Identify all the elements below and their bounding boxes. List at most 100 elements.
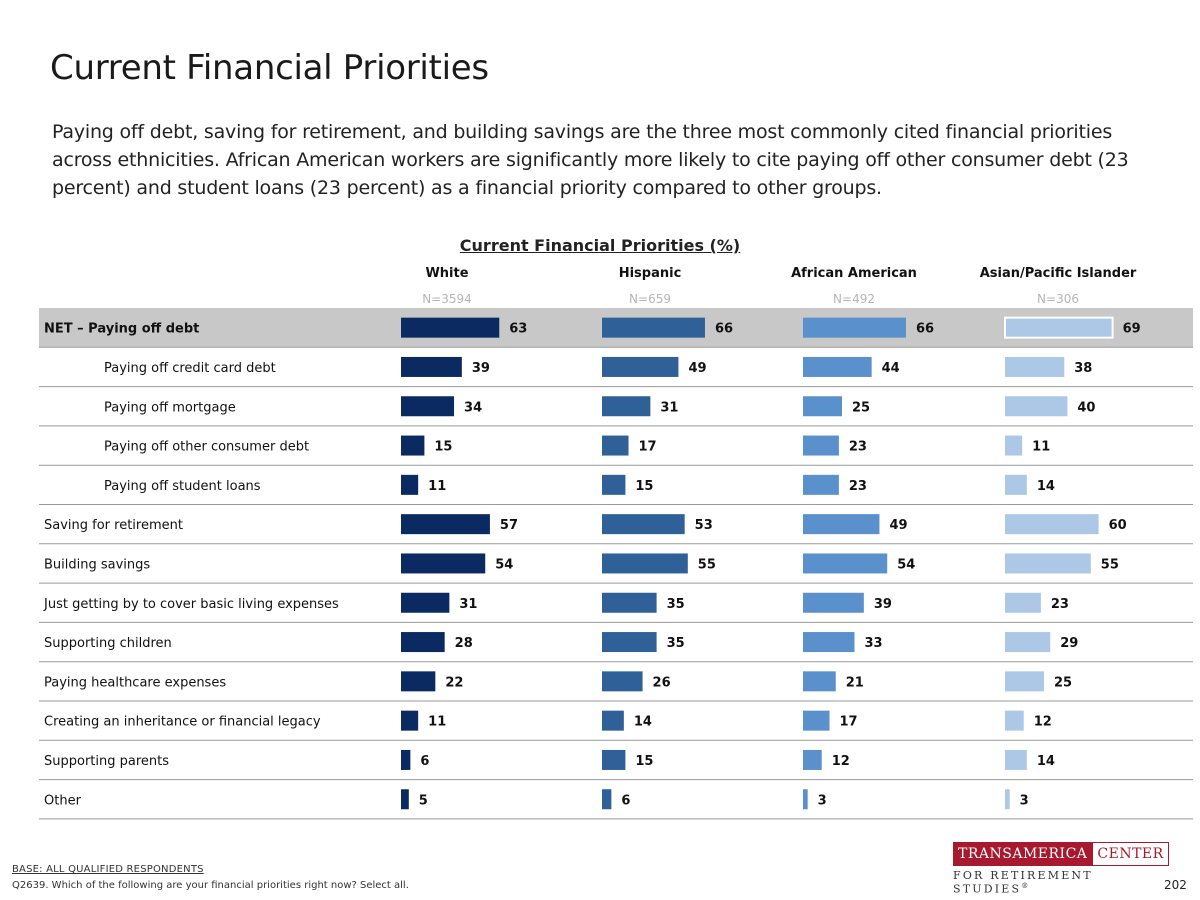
data-label: 54 [897, 557, 915, 572]
data-label: 14 [1037, 754, 1055, 769]
bar-hispanic [602, 749, 626, 770]
category-label: Paying off student loans [104, 479, 261, 494]
data-label: 23 [1051, 597, 1069, 612]
column-header-white: White [425, 266, 469, 281]
data-label: 55 [698, 557, 716, 572]
bar-hispanic [602, 514, 685, 535]
data-label: 33 [864, 636, 882, 651]
data-label: 63 [509, 322, 527, 337]
bar-white [401, 749, 411, 770]
bar-african-american [803, 671, 836, 692]
bar-african-american [803, 514, 880, 535]
bar-asian-pacific-islander [1005, 749, 1027, 770]
bar-asian-pacific-islander [1005, 356, 1065, 377]
bar-hispanic [602, 435, 629, 456]
bar-white [401, 710, 419, 731]
bar-hispanic [602, 474, 626, 495]
sample-size-african-american: N=492 [833, 292, 875, 306]
bar-asian-pacific-islander [1005, 396, 1068, 417]
data-label: 3 [818, 793, 827, 808]
data-label: 6 [420, 754, 429, 769]
bar-hispanic [602, 317, 705, 338]
data-label: 14 [634, 715, 652, 730]
logo-name: TRANSAMERICA [953, 842, 1093, 866]
logo-tagline: FOR RETIREMENT STUDIES [953, 869, 1093, 896]
bar-african-american [803, 317, 906, 338]
data-label: 39 [874, 597, 892, 612]
data-label: 60 [1109, 518, 1127, 533]
category-label: Saving for retirement [44, 518, 183, 533]
data-label: 11 [428, 479, 446, 494]
data-label: 29 [1060, 636, 1078, 651]
bar-white [401, 317, 500, 338]
bar-african-american [803, 474, 839, 495]
bar-hispanic [602, 553, 688, 574]
data-label: 40 [1077, 400, 1095, 415]
category-label: Just getting by to cover basic living ex… [43, 597, 339, 612]
bar-african-american [803, 356, 872, 377]
bar-asian-pacific-islander [1005, 632, 1051, 653]
data-label: 12 [832, 754, 850, 769]
data-label: 17 [639, 440, 657, 455]
data-label: 44 [882, 361, 900, 376]
bar-white [401, 592, 450, 613]
data-label: 39 [472, 361, 490, 376]
data-label: 5 [419, 793, 428, 808]
bar-african-american [803, 553, 888, 574]
data-label: 22 [445, 675, 463, 690]
bar-african-american [803, 749, 822, 770]
bar-african-american [803, 435, 839, 456]
bar-asian-pacific-islander [1005, 789, 1010, 810]
footer-question-note: Q2639. Which of the following are your f… [12, 880, 409, 891]
bar-white [401, 671, 436, 692]
data-label: 66 [715, 322, 733, 337]
sample-size-white: N=3594 [422, 292, 472, 306]
logo-registered-mark: ® [1021, 882, 1029, 890]
category-label: Other [44, 793, 82, 808]
data-label: 66 [916, 322, 934, 337]
data-label: 49 [688, 361, 706, 376]
data-label: 31 [660, 400, 678, 415]
bar-hispanic [602, 356, 679, 377]
data-label: 25 [1054, 675, 1072, 690]
data-label: 11 [1032, 440, 1050, 455]
data-label: 49 [889, 518, 907, 533]
data-label: 25 [852, 400, 870, 415]
data-label: 21 [846, 675, 864, 690]
data-label: 3 [1020, 793, 1029, 808]
data-label: 38 [1074, 361, 1092, 376]
bar-hispanic [602, 789, 612, 810]
bar-asian-pacific-islander [1005, 592, 1041, 613]
bar-white [401, 514, 490, 535]
category-label: Creating an inheritance or financial leg… [44, 715, 321, 730]
bar-white [401, 632, 445, 653]
bar-hispanic [602, 592, 657, 613]
data-label: 35 [667, 597, 685, 612]
data-label: 57 [500, 518, 518, 533]
bar-white [401, 789, 409, 810]
bar-white [401, 435, 425, 456]
data-label: 15 [635, 479, 653, 494]
bar-asian-pacific-islander [1005, 710, 1024, 731]
column-header-hispanic: Hispanic [618, 266, 682, 281]
category-label: Paying off mortgage [104, 400, 236, 415]
bar-asian-pacific-islander [1004, 316, 1114, 339]
bar-white [401, 356, 462, 377]
bar-white [401, 396, 455, 417]
data-label: 17 [840, 715, 858, 730]
chart-title: Current Financial Priorities (%) [459, 236, 741, 255]
sample-size-hispanic: N=659 [629, 292, 671, 306]
bar-white [401, 553, 486, 574]
data-label: 6 [621, 793, 630, 808]
bar-asian-pacific-islander [1005, 553, 1091, 574]
data-label: 14 [1037, 479, 1055, 494]
category-label: Supporting children [44, 636, 172, 651]
sample-size-asian-pacific-islander: N=306 [1037, 292, 1079, 306]
category-label: Paying off other consumer debt [104, 440, 309, 455]
data-label: 35 [667, 636, 685, 651]
bar-hispanic [602, 632, 657, 653]
bar-asian-pacific-islander [1005, 435, 1023, 456]
data-label: 69 [1123, 322, 1141, 337]
bar-hispanic [602, 396, 651, 417]
